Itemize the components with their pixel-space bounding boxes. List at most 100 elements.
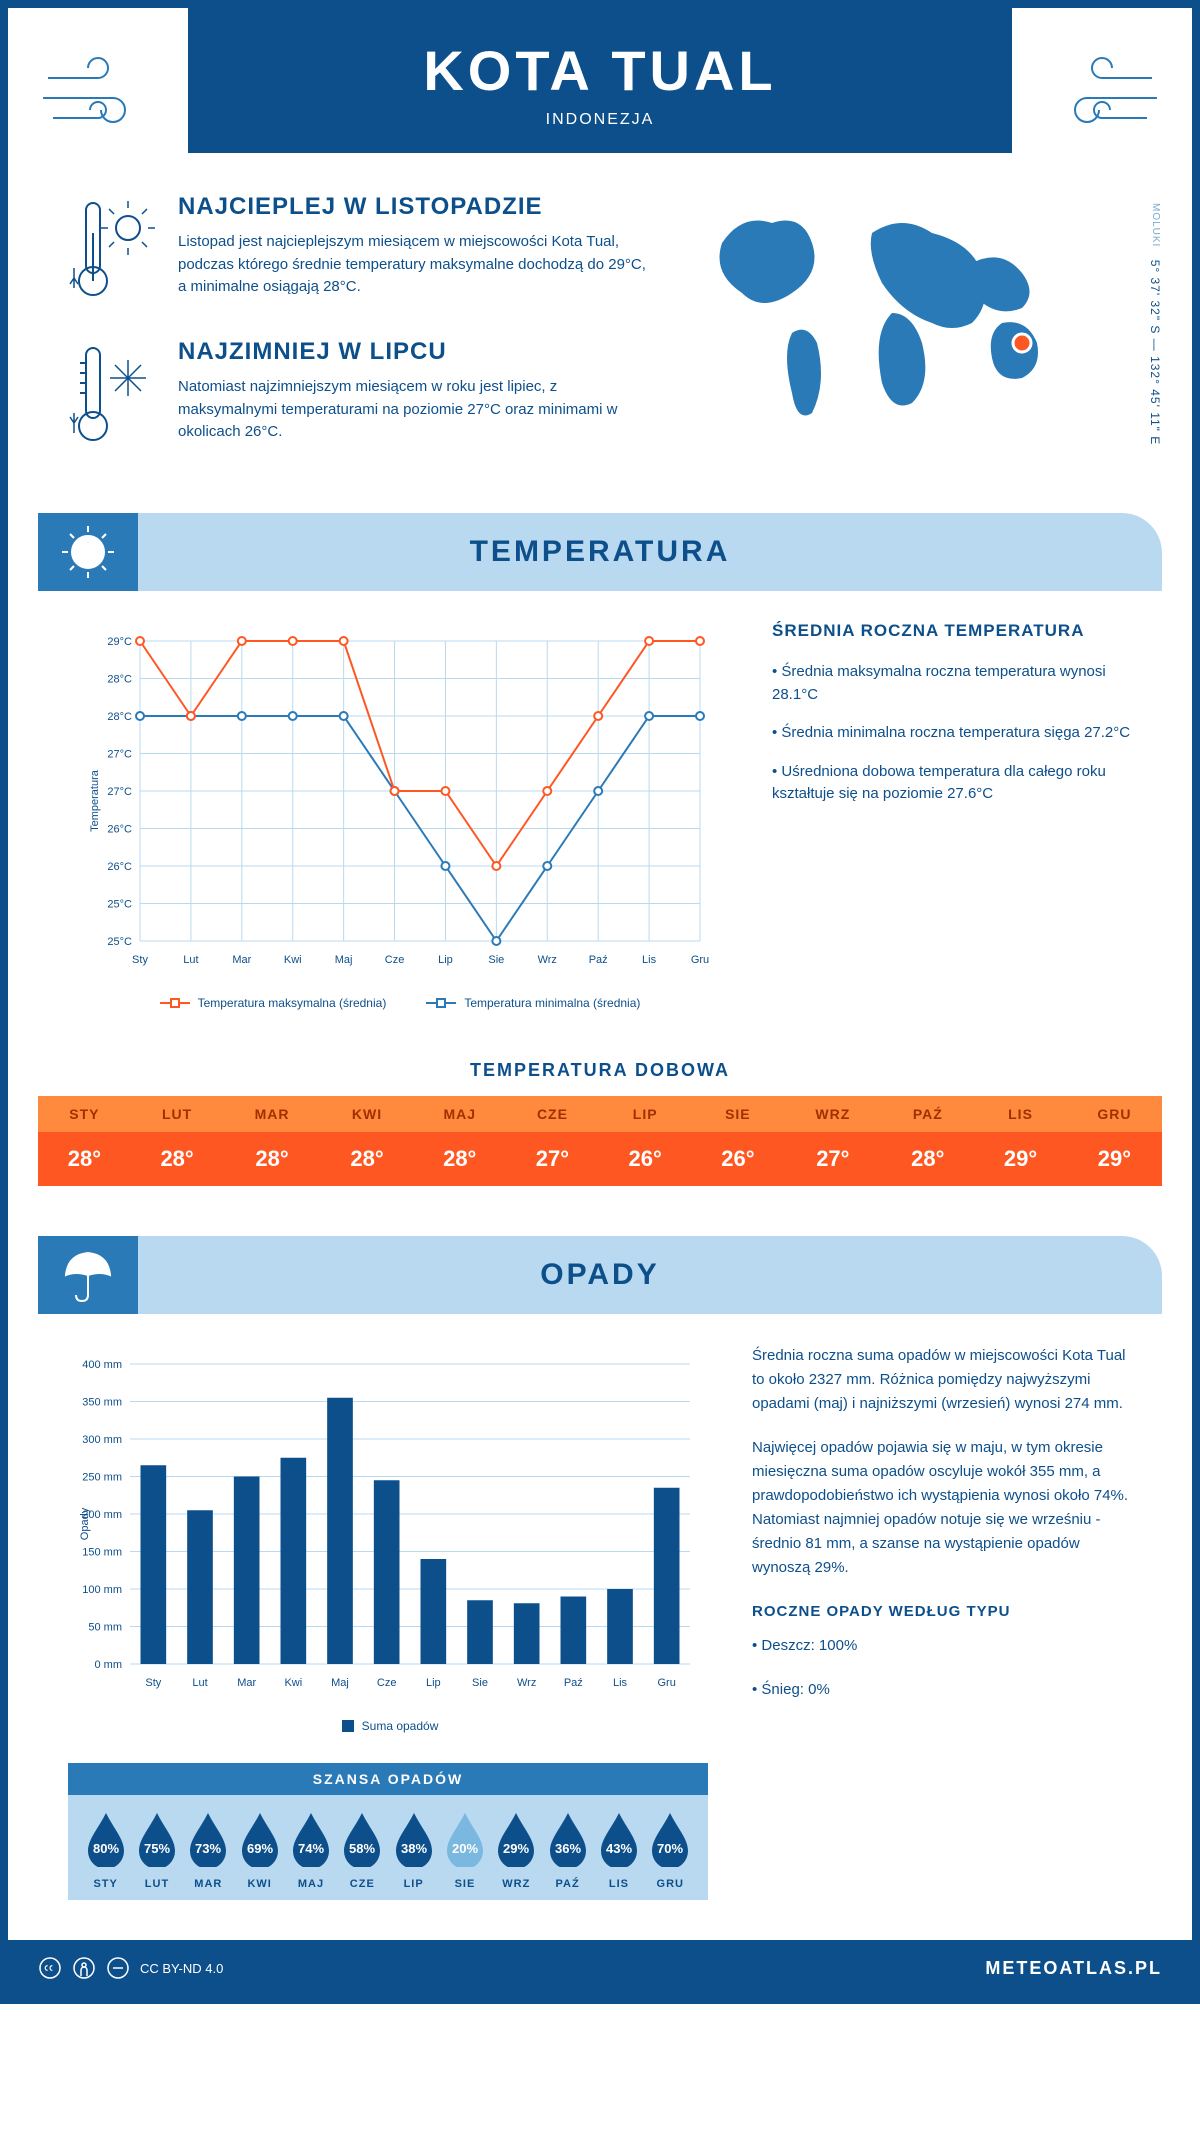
chance-drop: 70%GRU [648, 1811, 692, 1890]
temp-value: 28° [413, 1132, 506, 1186]
coordinates: MOLUKI 5° 37' 32" S — 132° 45' 11" E [1148, 203, 1162, 445]
title-banner: KOTA TUAL INDONEZJA [188, 8, 1012, 153]
svg-text:Kwi: Kwi [284, 954, 302, 966]
svg-text:29%: 29% [503, 1841, 529, 1856]
chance-drop: 20%SIE [443, 1811, 487, 1890]
svg-text:Lut: Lut [192, 1677, 207, 1689]
temp-value: 29° [974, 1132, 1067, 1186]
svg-text:25°C: 25°C [107, 899, 132, 911]
svg-text:Cze: Cze [377, 1677, 397, 1689]
thermometer-snow-icon [68, 338, 158, 453]
svg-text:Wrz: Wrz [538, 954, 557, 966]
precipitation-chart: 0 mm50 mm100 mm150 mm200 mm250 mm300 mm3… [68, 1344, 712, 1733]
svg-text:Sie: Sie [472, 1677, 488, 1689]
svg-text:Mar: Mar [232, 954, 251, 966]
precipitation-title: OPADY [540, 1258, 659, 1291]
precip-chance-box: SZANSA OPADÓW 80%STY75%LUT73%MAR69%KWI74… [68, 1763, 708, 1900]
chance-drop: 74%MAJ [289, 1811, 333, 1890]
daily-temp-title: TEMPERATURA DOBOWA [8, 1060, 1192, 1081]
svg-text:74%: 74% [298, 1841, 324, 1856]
svg-text:27°C: 27°C [107, 786, 132, 798]
temp-value: 29° [1067, 1132, 1162, 1186]
chance-drop: 36%PAŹ [546, 1811, 590, 1890]
chance-title: SZANSA OPADÓW [68, 1763, 708, 1795]
temp-value: 26° [692, 1132, 785, 1186]
region-label: MOLUKI [1150, 203, 1161, 247]
svg-text:20%: 20% [452, 1841, 478, 1856]
month-header: CZE [506, 1096, 599, 1132]
precipitation-header: OPADY [38, 1236, 1162, 1314]
wind-deco-icon [38, 48, 158, 153]
temp-value: 27° [784, 1132, 881, 1186]
month-header: LIS [974, 1096, 1067, 1132]
svg-text:Temperatura: Temperatura [89, 769, 101, 832]
precipitation-stats: Średnia roczna suma opadów w miejscowośc… [752, 1344, 1132, 1733]
legend-precip: Suma opadów [342, 1719, 439, 1733]
svg-text:27°C: 27°C [107, 749, 132, 761]
chance-drop: 29%WRZ [494, 1811, 538, 1890]
precip-text: Najwięcej opadów pojawia się w maju, w t… [752, 1436, 1132, 1580]
svg-text:38%: 38% [401, 1841, 427, 1856]
svg-text:26°C: 26°C [107, 824, 132, 836]
chance-drop: 38%LIP [392, 1811, 436, 1890]
svg-text:Paź: Paź [589, 954, 608, 966]
chance-drop: 75%LUT [135, 1811, 179, 1890]
svg-text:58%: 58% [349, 1841, 375, 1856]
svg-text:28°C: 28°C [107, 674, 132, 686]
svg-text:0 mm: 0 mm [95, 1659, 123, 1671]
svg-text:Gru: Gru [691, 954, 709, 966]
svg-text:28°C: 28°C [107, 711, 132, 723]
month-header: LUT [131, 1096, 224, 1132]
license: CC BY-ND 4.0 [38, 1956, 223, 1980]
svg-text:100 mm: 100 mm [82, 1584, 122, 1596]
svg-text:Sty: Sty [132, 954, 148, 966]
temp-value: 27° [506, 1132, 599, 1186]
temperature-title: TEMPERATURA [470, 535, 731, 568]
month-header: LIP [599, 1096, 692, 1132]
wind-deco-icon [1042, 48, 1162, 153]
svg-text:Maj: Maj [335, 954, 353, 966]
month-header: GRU [1067, 1096, 1162, 1132]
temp-value: 28° [881, 1132, 974, 1186]
svg-text:50 mm: 50 mm [88, 1622, 122, 1634]
legend-max: .chart-legend .item:nth-child(1) .swatch… [160, 996, 387, 1010]
month-header: MAR [223, 1096, 320, 1132]
precip-type-line: • Śnieg: 0% [752, 1678, 1132, 1702]
sun-corner-icon [38, 513, 138, 591]
svg-text:43%: 43% [606, 1841, 632, 1856]
coldest-text: Natomiast najzimniejszym miesiącem w rok… [178, 376, 652, 444]
daily-temp-table: STYLUTMARKWIMAJCZELIPSIEWRZPAŹLISGRU 28°… [38, 1096, 1162, 1186]
svg-text:Maj: Maj [331, 1677, 349, 1689]
svg-text:80%: 80% [93, 1841, 119, 1856]
coldest-fact: NAJZIMNIEJ W LIPCU Natomiast najzimniejs… [68, 338, 652, 453]
svg-text:Kwi: Kwi [284, 1677, 302, 1689]
world-map: MOLUKI 5° 37' 32" S — 132° 45' 11" E [692, 193, 1132, 483]
infographic-page: KOTA TUAL INDONEZJA [0, 0, 1200, 2004]
svg-text:Gru: Gru [657, 1677, 675, 1689]
month-header: PAŹ [881, 1096, 974, 1132]
temp-value: 28° [38, 1132, 131, 1186]
svg-text:250 mm: 250 mm [82, 1472, 122, 1484]
svg-text:Cze: Cze [385, 954, 405, 966]
license-text: CC BY-ND 4.0 [140, 1961, 223, 1976]
thermometer-sun-icon [68, 193, 158, 308]
svg-text:400 mm: 400 mm [82, 1359, 122, 1371]
intro-section: NAJCIEPLEJ W LISTOPADZIE Listopad jest n… [8, 153, 1192, 513]
legend-min: .chart-legend .item:nth-child(2) .swatch… [426, 996, 640, 1010]
coords-text: 5° 37' 32" S — 132° 45' 11" E [1148, 260, 1162, 446]
month-header: MAJ [413, 1096, 506, 1132]
temp-value: 28° [223, 1132, 320, 1186]
svg-text:25°C: 25°C [107, 936, 132, 948]
precip-type-line: • Deszcz: 100% [752, 1634, 1132, 1658]
svg-text:Lis: Lis [642, 954, 657, 966]
warmest-title: NAJCIEPLEJ W LISTOPADZIE [178, 193, 652, 221]
warmest-fact: NAJCIEPLEJ W LISTOPADZIE Listopad jest n… [68, 193, 652, 308]
svg-text:69%: 69% [247, 1841, 273, 1856]
chance-drop: 80%STY [84, 1811, 128, 1890]
month-header: STY [38, 1096, 131, 1132]
month-header: KWI [321, 1096, 414, 1132]
svg-text:300 mm: 300 mm [82, 1434, 122, 1446]
temp-stats-title: ŚREDNIA ROCZNA TEMPERATURA [772, 621, 1132, 641]
temperature-chart: 25°C25°C26°C26°C27°C27°C28°C28°C29°CStyL… [68, 621, 732, 1010]
svg-text:36%: 36% [555, 1841, 581, 1856]
